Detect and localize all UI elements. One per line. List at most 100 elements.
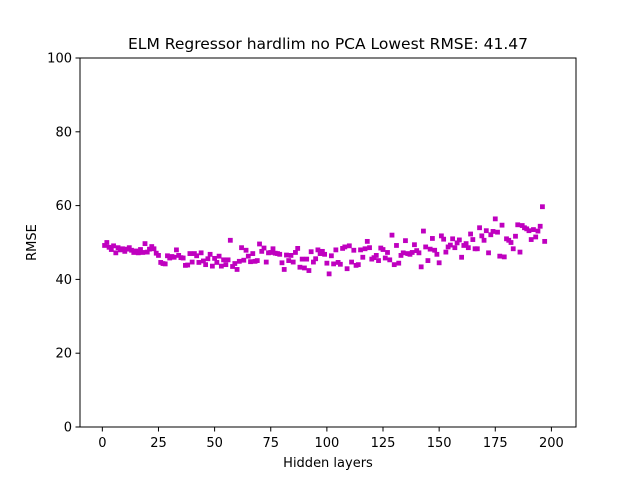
data-point bbox=[290, 259, 296, 265]
y-axis: 0 20 40 60 80 100 bbox=[47, 52, 80, 436]
data-point bbox=[113, 250, 119, 256]
data-point bbox=[209, 263, 215, 269]
data-point bbox=[403, 238, 408, 244]
data-point bbox=[281, 267, 287, 272]
data-point bbox=[526, 228, 532, 234]
data-point bbox=[162, 261, 168, 267]
data-point bbox=[380, 247, 386, 252]
data-point bbox=[324, 260, 330, 266]
data-point bbox=[263, 259, 269, 265]
data-point bbox=[477, 225, 482, 231]
data-point bbox=[218, 263, 224, 269]
data-point bbox=[492, 216, 498, 222]
data-point bbox=[311, 259, 316, 265]
data-point bbox=[227, 237, 233, 243]
data-point bbox=[499, 222, 505, 228]
data-point bbox=[400, 250, 406, 256]
data-point bbox=[322, 251, 328, 257]
data-point bbox=[259, 248, 265, 254]
data-point bbox=[144, 249, 150, 255]
x-tick-label: 175 bbox=[483, 436, 508, 451]
data-point bbox=[203, 262, 209, 268]
data-point bbox=[389, 232, 395, 238]
data-point bbox=[510, 246, 516, 252]
data-point bbox=[535, 228, 541, 234]
data-point bbox=[241, 257, 247, 263]
data-point bbox=[279, 260, 285, 266]
data-point bbox=[236, 258, 242, 264]
data-point bbox=[198, 250, 204, 256]
data-point bbox=[140, 250, 146, 255]
x-tick-label: 100 bbox=[314, 436, 339, 451]
data-point bbox=[239, 245, 244, 251]
data-point bbox=[364, 238, 370, 244]
data-point bbox=[443, 249, 449, 255]
y-tick-label: 80 bbox=[55, 125, 72, 140]
data-point bbox=[470, 237, 476, 242]
x-tick-label: 25 bbox=[150, 436, 167, 451]
data-point bbox=[261, 245, 267, 251]
y-tick-label: 100 bbox=[47, 52, 72, 67]
data-point bbox=[497, 253, 503, 259]
data-point bbox=[142, 241, 148, 247]
data-points bbox=[102, 204, 548, 277]
data-point bbox=[432, 247, 438, 253]
data-point bbox=[102, 243, 107, 248]
data-point bbox=[421, 228, 426, 234]
data-point bbox=[416, 250, 422, 256]
data-point bbox=[288, 253, 294, 258]
data-point bbox=[456, 237, 462, 243]
data-point bbox=[513, 233, 518, 239]
data-point bbox=[423, 244, 429, 250]
data-point bbox=[295, 246, 301, 251]
data-point bbox=[232, 261, 238, 266]
data-point bbox=[156, 253, 161, 258]
data-point bbox=[297, 264, 303, 270]
data-point bbox=[452, 245, 458, 251]
data-point bbox=[248, 259, 253, 265]
y-tick-label: 20 bbox=[55, 347, 72, 362]
data-point bbox=[427, 246, 433, 252]
data-point bbox=[436, 260, 442, 266]
data-point bbox=[293, 250, 298, 255]
data-point bbox=[382, 255, 388, 261]
x-tick-label: 150 bbox=[427, 436, 452, 451]
data-point bbox=[194, 253, 200, 259]
data-point bbox=[342, 244, 348, 250]
data-point bbox=[349, 259, 354, 265]
data-point bbox=[360, 254, 366, 260]
data-point bbox=[528, 237, 534, 242]
data-point bbox=[387, 257, 393, 263]
data-point bbox=[508, 240, 514, 245]
data-point bbox=[286, 258, 292, 263]
data-point bbox=[302, 265, 307, 271]
data-point bbox=[243, 247, 249, 253]
data-point bbox=[481, 237, 487, 243]
x-axis-label: Hidden layers bbox=[283, 456, 373, 471]
data-point bbox=[200, 258, 206, 264]
data-point bbox=[277, 251, 283, 257]
data-point bbox=[515, 222, 521, 228]
data-point bbox=[483, 228, 489, 234]
data-point bbox=[479, 233, 485, 239]
data-point bbox=[531, 227, 536, 232]
data-point bbox=[337, 261, 343, 267]
data-point bbox=[135, 250, 141, 256]
data-point bbox=[234, 267, 240, 272]
data-point bbox=[533, 234, 539, 240]
data-point bbox=[270, 246, 276, 252]
data-point bbox=[120, 246, 125, 252]
data-point bbox=[319, 248, 325, 254]
chart-title: ELM Regressor hardlim no PCA Lowest RMSE… bbox=[128, 35, 528, 53]
data-point bbox=[351, 247, 357, 253]
data-point bbox=[454, 240, 460, 246]
data-point bbox=[254, 258, 260, 263]
data-point bbox=[394, 243, 399, 248]
y-tick-label: 40 bbox=[55, 273, 72, 288]
data-point bbox=[250, 251, 256, 256]
data-point bbox=[205, 256, 211, 262]
data-point bbox=[418, 264, 424, 270]
data-point bbox=[441, 236, 447, 242]
data-point bbox=[230, 264, 235, 269]
y-tick-label: 0 bbox=[64, 421, 72, 436]
